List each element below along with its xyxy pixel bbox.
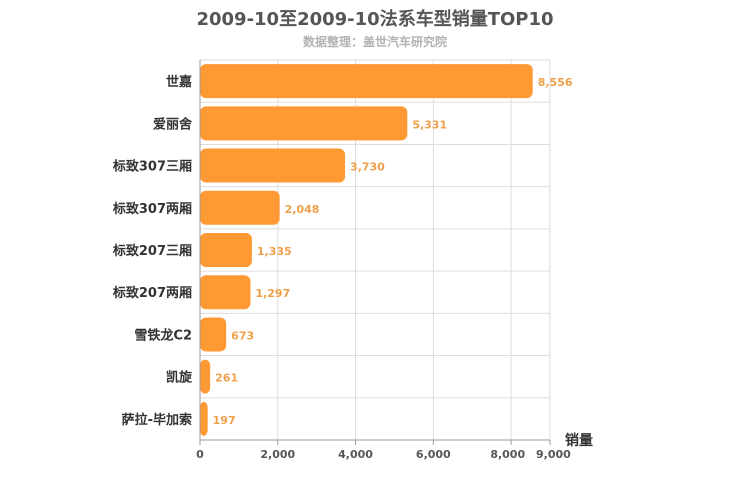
category-label: 爱丽舍 [153, 116, 193, 132]
x-tick-label: 8,000 [490, 448, 525, 461]
gridlines [199, 59, 551, 441]
category-label: 凯旋 [166, 370, 193, 386]
x-axis-title: 销量 [565, 432, 593, 449]
bar [200, 190, 280, 225]
x-tick-label: 6,000 [416, 448, 451, 461]
bar [200, 317, 227, 352]
chart-subtitle: 数据整理：盖世汽车研究院 [302, 35, 447, 49]
value-label: 3,730 [350, 161, 385, 174]
bar [200, 233, 252, 267]
value-label: 1,335 [257, 245, 292, 258]
category-label: 标致207三厢 [112, 243, 192, 259]
x-axis: 0 2,000 4,000 6,000 8,000 9,000 [196, 60, 571, 461]
value-label: 197 [213, 414, 236, 427]
value-label: 2,048 [285, 203, 320, 216]
value-labels: 8,556 5,331 3,730 2,048 1,335 1,297 673 261 197 [213, 76, 573, 427]
value-label: 673 [231, 329, 254, 342]
value-label: 1,297 [255, 287, 290, 300]
bar [200, 148, 346, 183]
value-label: 8,556 [538, 76, 573, 89]
category-label: 萨拉-毕加索 [122, 412, 192, 428]
category-label: 标致207两厢 [112, 285, 192, 301]
category-label: 标致307三厢 [112, 159, 192, 175]
x-tick-label: 0 [196, 448, 204, 461]
bar [200, 359, 211, 394]
x-tick-label: 9,000 [536, 448, 571, 461]
category-label: 雪铁龙C2 [134, 327, 192, 343]
bars [200, 64, 533, 436]
chart-title: 2009-10至2009-10法系车型销量TOP10 [196, 9, 554, 30]
x-tick-label: 4,000 [338, 448, 373, 461]
bar [200, 64, 533, 99]
category-label: 世嘉 [166, 74, 192, 90]
bar [200, 275, 251, 310]
category-label: 标致307两厢 [112, 201, 192, 217]
bar [200, 401, 208, 436]
bar [200, 106, 408, 141]
value-label: 261 [215, 372, 238, 385]
value-label: 5,331 [412, 118, 447, 131]
x-tick-label: 2,000 [260, 448, 295, 461]
